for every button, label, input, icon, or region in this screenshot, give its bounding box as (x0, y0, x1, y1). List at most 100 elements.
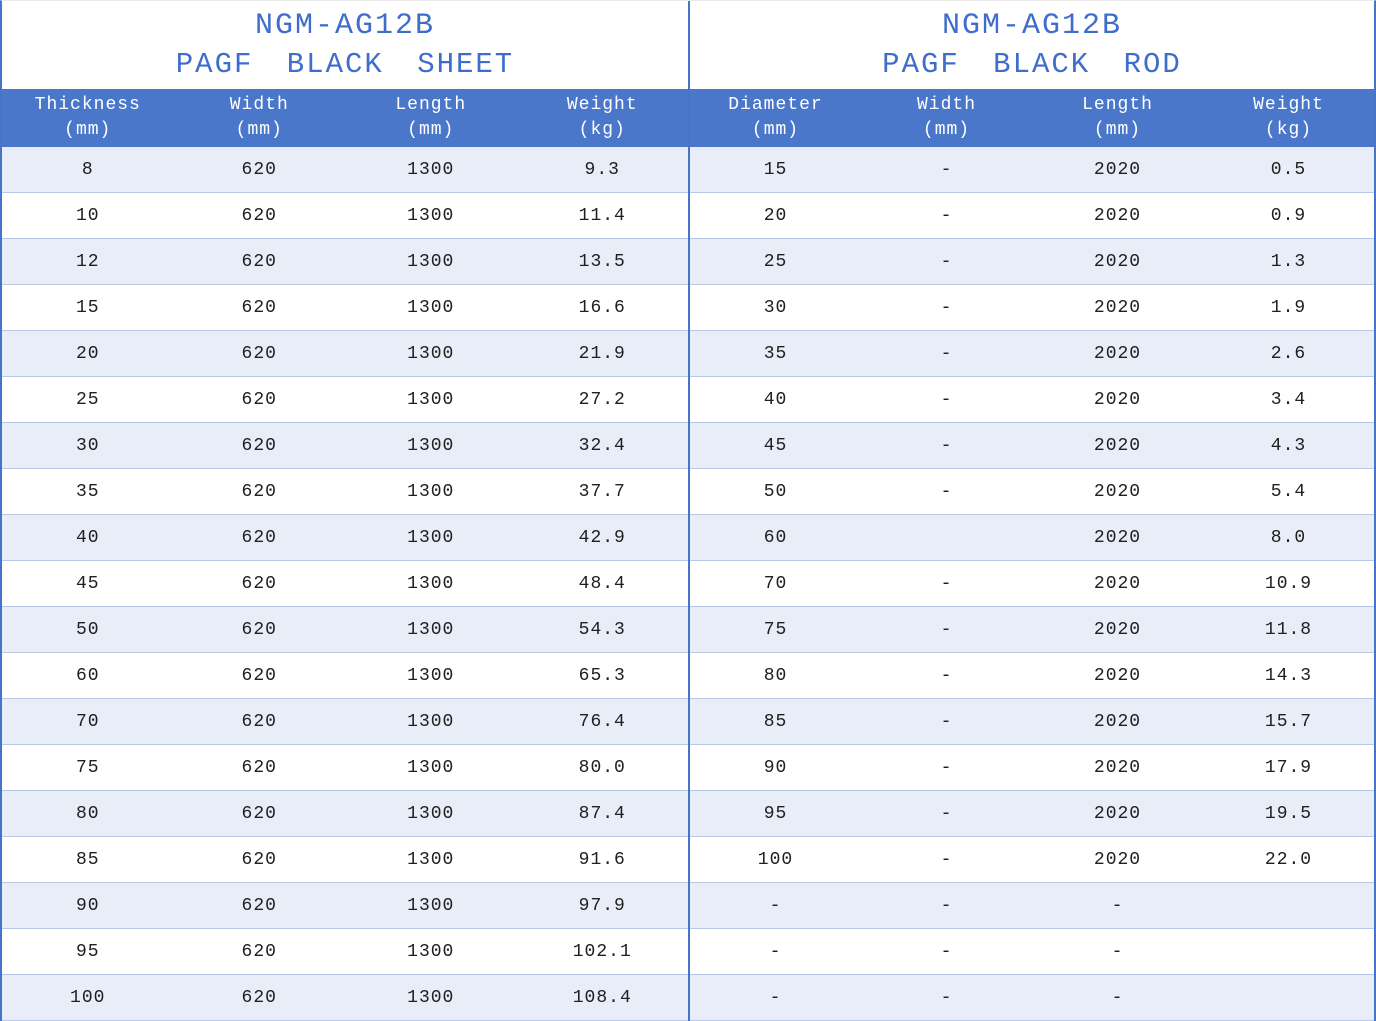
table-row: 40 620 1300 42.9 (2, 514, 688, 560)
cell: 1300 (407, 159, 455, 180)
cell: 80 (75, 803, 100, 824)
cell: 620 (241, 757, 277, 778)
column-label: Weight (1253, 95, 1324, 115)
table-row: 60 620 1300 65.3 (2, 652, 688, 698)
column-label: Diameter (728, 95, 823, 115)
cell: 32.4 (578, 435, 626, 456)
column-label: Length (395, 95, 467, 115)
column-label: Width (916, 95, 976, 115)
cell: 3.4 (1270, 389, 1307, 410)
cell: 90 (763, 757, 788, 778)
table-row: 60 2020 8.0 (690, 514, 1374, 560)
cell: 15 (75, 297, 100, 318)
table-row: 85 - 2020 15.7 (690, 698, 1374, 744)
cell: 1300 (407, 435, 455, 456)
cell: 1.9 (1270, 297, 1307, 318)
table-row: 50 - 2020 5.4 (690, 468, 1374, 514)
cell: 27.2 (578, 389, 626, 410)
cell: 620 (241, 435, 277, 456)
cell: 1300 (407, 251, 455, 272)
cell: 70 (763, 573, 788, 594)
column-header-width: Width (mm) (174, 89, 346, 147)
cell: 2020 (1093, 343, 1142, 364)
column-label: Length (1082, 95, 1153, 115)
cell (1203, 975, 1374, 1020)
column-label: Weight (566, 95, 638, 115)
cell: 620 (241, 895, 277, 916)
cell: 19.5 (1264, 803, 1313, 824)
table-row: 12 620 1300 13.5 (2, 238, 688, 284)
cell: 620 (241, 941, 277, 962)
cell: 1300 (407, 343, 455, 364)
table-row: --- (690, 928, 1374, 974)
sheet-product-title: PAGF BLACK SHEET (175, 48, 515, 81)
cell: - (940, 297, 953, 318)
cell: - (940, 849, 953, 870)
cell: 2020 (1093, 527, 1142, 548)
cell: 1300 (407, 711, 455, 732)
cell: 35 (75, 481, 100, 502)
table-row: 90 - 2020 17.9 (690, 744, 1374, 790)
cell: 108.4 (572, 987, 632, 1008)
column-unit: (mm) (922, 120, 971, 140)
cell: 25 (763, 251, 788, 272)
cell: - (940, 481, 953, 502)
cell: 620 (241, 573, 277, 594)
cell: 14.3 (1264, 665, 1313, 686)
table-row: --- (690, 974, 1374, 1020)
rod-table-body: 15 - 2020 0.5 20 - 2020 0.9 25 - 2020 1.3 30 - 2020 1.9… (690, 147, 1374, 1021)
cell: - (940, 895, 953, 916)
table-row: 8 620 1300 9.3 (2, 147, 688, 192)
table-row: 15 - 2020 0.5 (690, 147, 1374, 192)
cell: 91.6 (578, 849, 626, 870)
table-row: 100 620 1300 108.4 (2, 974, 688, 1020)
cell: 80 (763, 665, 788, 686)
cell: 0.5 (1270, 159, 1307, 180)
cell: 97.9 (578, 895, 626, 916)
cell: - (940, 757, 953, 778)
cell: - (1111, 941, 1124, 962)
table-row: 35 - 2020 2.6 (690, 330, 1374, 376)
column-unit: (mm) (407, 120, 455, 140)
table-row: 70 620 1300 76.4 (2, 698, 688, 744)
cell: - (940, 205, 953, 226)
cell: 45 (763, 435, 788, 456)
cell: 8 (81, 159, 94, 180)
cell: 11.4 (578, 205, 626, 226)
column-unit: (kg) (578, 120, 626, 140)
cell: 50 (763, 481, 788, 502)
cell: 70 (75, 711, 100, 732)
column-unit: (mm) (64, 120, 112, 140)
table-row: 80 - 2020 14.3 (690, 652, 1374, 698)
cell: 1300 (407, 849, 455, 870)
sheet-header-row: Thickness (mm) Width (mm) Length (mm) Weight (k… (2, 89, 688, 147)
cell: 620 (241, 481, 277, 502)
table-row: 85 620 1300 91.6 (2, 836, 688, 882)
cell: 60 (75, 665, 100, 686)
cell: - (940, 343, 953, 364)
cell: 2020 (1093, 665, 1142, 686)
table-row: 95 620 1300 102.1 (2, 928, 688, 974)
cell: 620 (241, 803, 277, 824)
cell: 15.7 (1264, 711, 1313, 732)
cell: - (769, 895, 782, 916)
cell: 90 (75, 895, 100, 916)
column-label: Width (229, 95, 289, 115)
rod-model-title: NGM-AG12B (941, 9, 1123, 43)
cell: 620 (241, 389, 277, 410)
cell: 85 (75, 849, 100, 870)
table-row: 50 620 1300 54.3 (2, 606, 688, 652)
cell: 12 (75, 251, 100, 272)
table-row: 40 - 2020 3.4 (690, 376, 1374, 422)
cell: - (1111, 987, 1124, 1008)
table-row: 70 - 2020 10.9 (690, 560, 1374, 606)
cell: 2020 (1093, 573, 1142, 594)
sheet-section: NGM-AG12B PAGF BLACK SHEET Thickness (mm)… (2, 1, 688, 1021)
cell: 16.6 (578, 297, 626, 318)
table-row: 45 - 2020 4.3 (690, 422, 1374, 468)
cell: 1300 (407, 987, 455, 1008)
table-row: 15 620 1300 16.6 (2, 284, 688, 330)
column-unit: (mm) (235, 120, 283, 140)
cell: 1300 (407, 619, 455, 640)
cell: 100 (757, 849, 794, 870)
